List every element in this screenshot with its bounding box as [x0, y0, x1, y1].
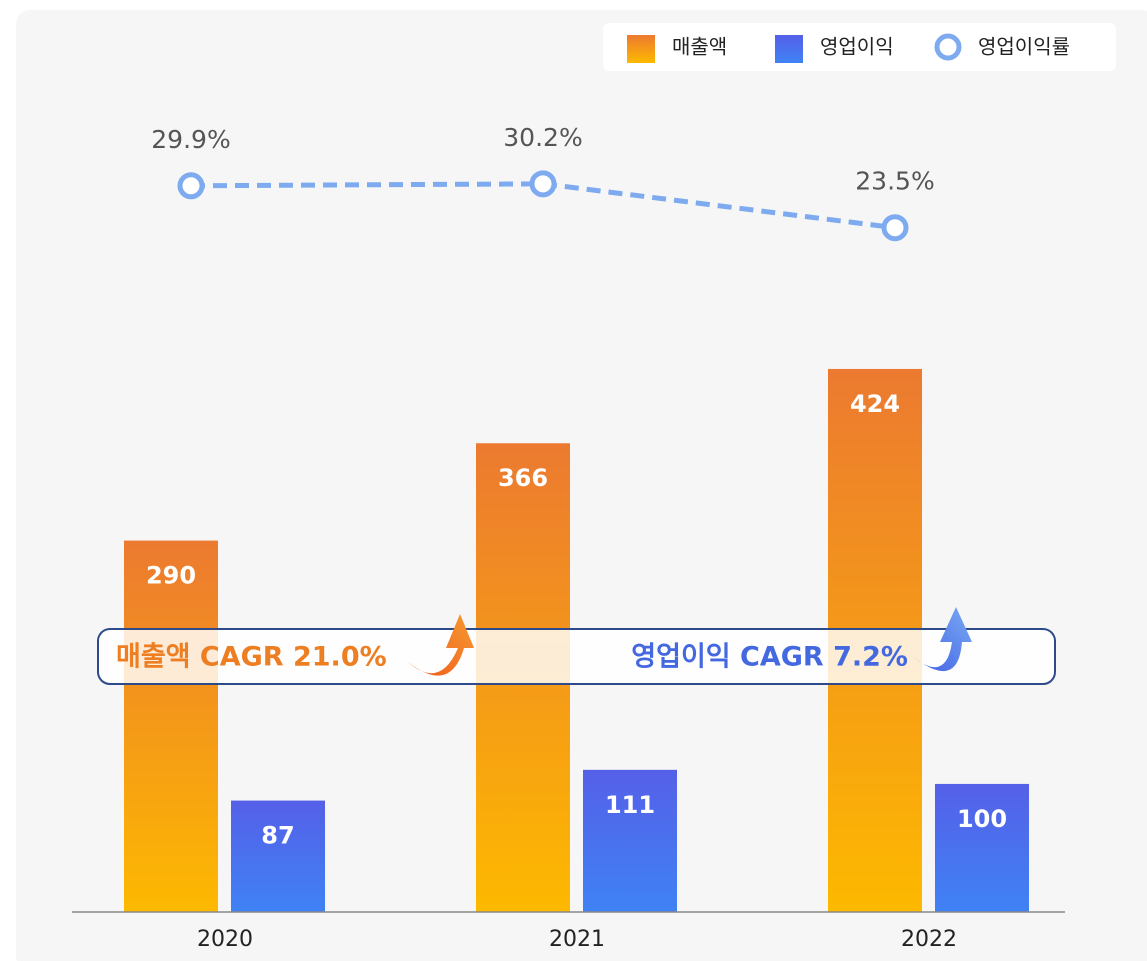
- bar-value-label: 87: [261, 822, 294, 850]
- line-value-label: 29.9%: [151, 125, 230, 154]
- bar-value-label: 424: [850, 390, 900, 418]
- arrow-up: [912, 607, 972, 672]
- legend-label: 영업이익: [820, 35, 894, 59]
- bar: [124, 540, 218, 912]
- bar: [231, 800, 325, 912]
- line-value-label: 30.2%: [503, 123, 582, 152]
- legend-swatch: [627, 35, 655, 63]
- legend: [603, 23, 1116, 71]
- x-tick-label: 2020: [197, 927, 253, 952]
- line-marker: [881, 214, 909, 242]
- legend-label: 영업이익률: [978, 35, 1070, 59]
- x-tick-label: 2022: [901, 927, 957, 952]
- cagr-box: [97, 628, 1056, 685]
- line-marker: [177, 172, 205, 200]
- legend-swatch: [775, 35, 803, 63]
- bar-value-label: 290: [146, 562, 196, 590]
- bar-value-label: 366: [498, 464, 548, 492]
- legend-swatch: [934, 33, 962, 61]
- line-value-label: 23.5%: [855, 167, 934, 196]
- bar-value-label: 111: [605, 791, 655, 819]
- bar: [935, 783, 1029, 912]
- legend-label: 매출액: [672, 35, 727, 59]
- annotation: 영업이익 CAGR 7.2%: [631, 642, 908, 673]
- arrow-up: [408, 614, 474, 676]
- bar-value-label: 100: [957, 805, 1007, 833]
- x-tick-label: 2021: [549, 927, 605, 952]
- annotation: 매출액 CAGR 21.0%: [116, 642, 387, 673]
- line-marker: [529, 170, 557, 198]
- bar: [583, 769, 677, 912]
